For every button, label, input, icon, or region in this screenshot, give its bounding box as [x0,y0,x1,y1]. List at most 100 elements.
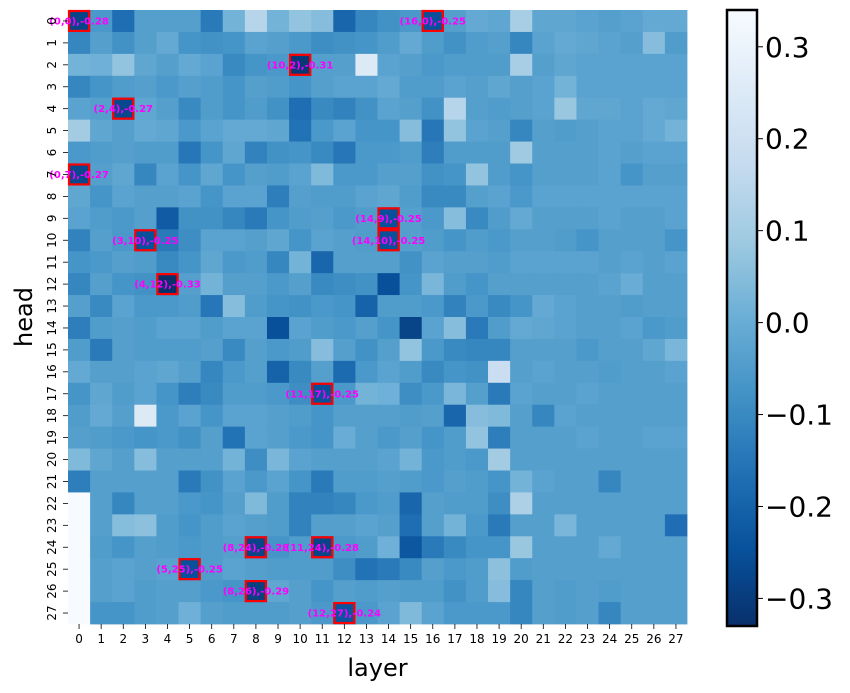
highlight-annotation: (14,9),-0.25 [355,214,421,225]
heatmap-cell [156,558,179,581]
highlight-annotation: (12,27),-0.24 [308,609,381,620]
heatmap-cell [620,163,644,186]
heatmap-cell [289,97,312,121]
heatmap-cell [222,404,246,428]
heatmap-cell [620,448,644,471]
heatmap-cell [443,229,467,252]
heatmap-cell [554,536,577,559]
heatmap-cell [156,382,179,406]
heatmap-cell [598,382,622,406]
heatmap-cell [664,251,688,274]
heatmap-cell [554,75,577,99]
heatmap-cell [399,338,423,362]
heatmap-cell [244,382,268,406]
heatmap-cell [576,229,599,252]
heatmap-cell [576,492,599,515]
heatmap-cell [443,602,467,625]
heatmap-cell [112,119,135,142]
heatmap-cell [178,251,202,274]
heatmap-cell [642,317,666,340]
heatmap-cell [532,207,555,230]
heatmap-cell [311,75,334,99]
heatmap-cell [576,404,599,428]
heatmap-cell [377,251,401,274]
heatmap-cell [289,163,312,186]
heatmap-cell [90,229,113,252]
heatmap-cell [134,207,157,230]
heatmap-cell [266,470,290,493]
heatmap-cell [664,163,688,186]
heatmap-cell [90,141,113,164]
heatmap-cell [333,75,356,99]
heatmap-cell [333,382,356,406]
heatmap-cell [510,251,533,274]
heatmap-cell [576,251,599,274]
heatmap-cell [488,295,511,318]
heatmap-cell [355,536,378,559]
heatmap-cell [355,119,378,142]
heatmap-cell [465,602,489,625]
heatmap-cell [421,470,445,493]
heatmap-cell [443,119,467,142]
x-tick-label: 7 [230,632,238,646]
heatmap-cell [112,470,135,493]
highlight-box [67,9,91,33]
heatmap-cell [134,10,157,33]
heatmap-cell [222,31,246,55]
heatmap-cell [200,338,224,362]
heatmap-cell [554,558,577,581]
heatmap-cell [90,273,113,296]
heatmap-cell [554,251,577,274]
heatmap-cell [90,404,113,428]
heatmap-cell [200,382,224,406]
heatmap-cell [598,141,622,164]
heatmap-cell [598,119,622,142]
heatmap-cell [266,10,290,33]
heatmap-cell [333,338,356,362]
heatmap-cell [510,97,533,121]
heatmap-cell [598,514,622,537]
heatmap-cell [620,229,644,252]
heatmap-cell [421,602,445,625]
heatmap-cell [311,558,334,581]
y-tick-label: 3 [45,83,59,91]
heatmap-cell [68,163,91,186]
heatmap-cell [421,75,445,99]
heatmap-cell [156,97,179,121]
heatmap-cell [532,470,555,493]
heatmap-cell [399,295,423,318]
heatmap-cell [112,404,135,428]
heatmap-cell [178,207,202,230]
heatmap-cell [222,141,246,164]
heatmap-cell [134,295,157,318]
heatmap-cell [510,492,533,515]
y-tick-label: 10 [45,233,59,248]
heatmap-cell [510,602,533,625]
heatmap-cell [355,602,378,625]
heatmap-cell [532,31,555,55]
heatmap-cell [244,580,268,603]
heatmap-cell [333,536,356,559]
heatmap-cell [510,207,533,230]
heatmap-cell [620,31,644,55]
heatmap-cell [399,492,423,515]
heatmap-cell [266,317,290,340]
heatmap-cell [68,53,91,77]
heatmap-cell [311,536,334,559]
highlight-annotation: (11,24),-0.28 [286,543,359,554]
y-tick-label: 25 [45,562,59,577]
heatmap-cell [488,514,511,537]
heatmap-cell [421,119,445,142]
x-tick-label: 24 [602,632,617,646]
heatmap-cell [90,448,113,471]
heatmap-cell [311,53,334,77]
heatmap-cell [554,141,577,164]
heatmap-cell [642,163,666,186]
heatmap-cell [664,492,688,515]
heatmap-cell [399,317,423,340]
heatmap-cell [156,273,179,296]
y-axis-ticks: 0123456789101112131415161718192021222324… [45,17,68,621]
heatmap-cell [377,75,401,99]
heatmap-cell [576,10,599,33]
heatmap-cell [355,229,378,252]
